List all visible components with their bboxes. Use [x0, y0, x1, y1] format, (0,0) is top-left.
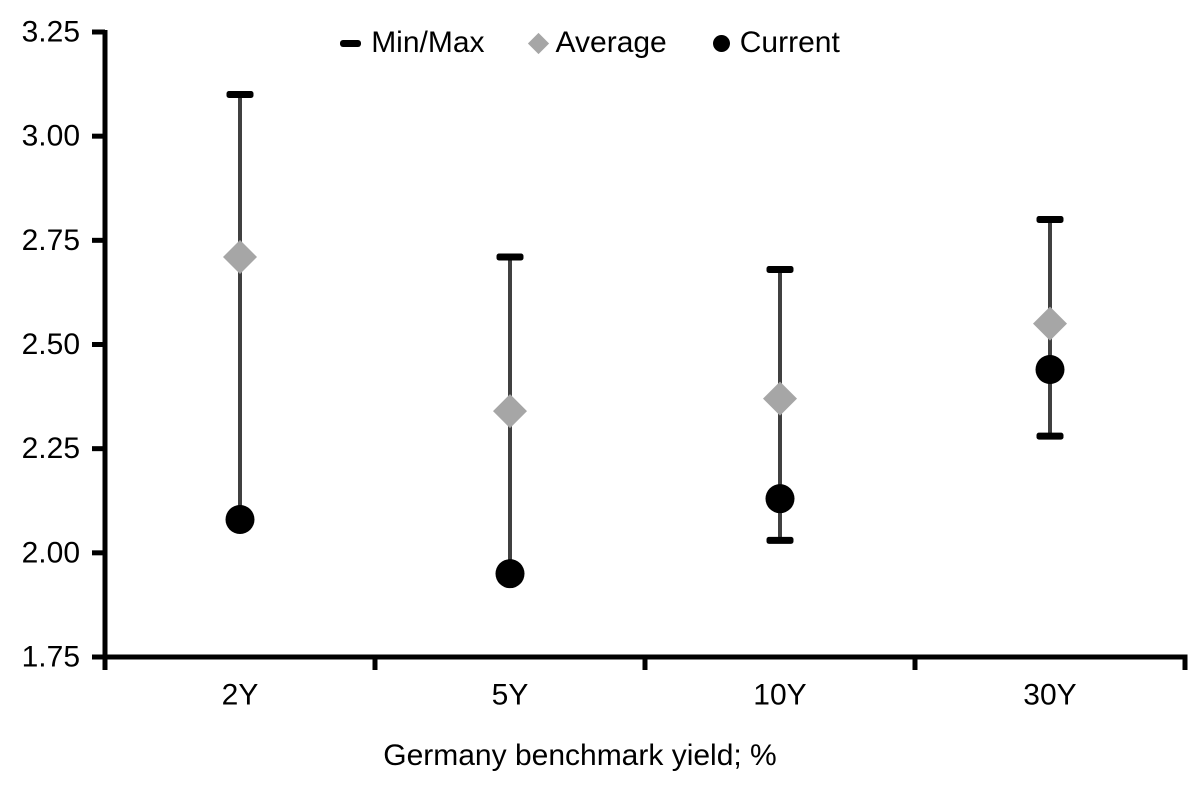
x-axis-title: Germany benchmark yield; %	[383, 739, 777, 772]
current-circle-marker	[1035, 355, 1065, 384]
average-diamond-marker	[493, 394, 527, 429]
max-cap-marker	[766, 266, 794, 273]
diamond-legend-icon	[527, 32, 549, 54]
max-cap-marker	[1036, 216, 1064, 223]
y-axis-label: 2.25	[22, 432, 80, 465]
average-diamond-marker	[223, 240, 257, 274]
legend-label: Current	[739, 26, 840, 59]
average-diamond-marker	[763, 381, 797, 416]
max-cap-marker	[496, 253, 524, 261]
average-diamond-marker	[1033, 306, 1067, 341]
legend: Min/Max Average Current	[0, 28, 1180, 58]
legend-label: Min/Max	[371, 26, 485, 59]
y-axis-label: 3.00	[22, 120, 80, 153]
min-cap-marker	[766, 536, 794, 544]
legend-item-current: Current	[712, 26, 840, 59]
x-axis-label: 10Y	[753, 679, 806, 712]
legend-item-average: Average	[527, 26, 667, 59]
current-circle-marker	[225, 505, 255, 534]
circle-legend-icon	[712, 34, 730, 52]
dash-legend-icon	[340, 39, 362, 47]
max-cap-marker	[226, 91, 254, 98]
legend-item-min-max: Min/Max	[340, 26, 485, 59]
legend-label: Average	[555, 26, 667, 59]
y-axis-label: 2.00	[22, 536, 80, 569]
current-circle-marker	[765, 484, 795, 514]
y-axis-label: 3.25	[22, 16, 80, 49]
x-axis-label: 5Y	[492, 679, 529, 712]
min-cap-marker	[1036, 432, 1064, 440]
x-axis-label: 30Y	[1023, 679, 1076, 712]
current-circle-marker	[495, 559, 525, 589]
y-axis-label: 1.75	[22, 641, 80, 674]
y-axis-label: 2.75	[22, 224, 80, 257]
y-axis-label: 2.50	[22, 328, 80, 361]
x-axis-label: 2Y	[222, 679, 259, 712]
